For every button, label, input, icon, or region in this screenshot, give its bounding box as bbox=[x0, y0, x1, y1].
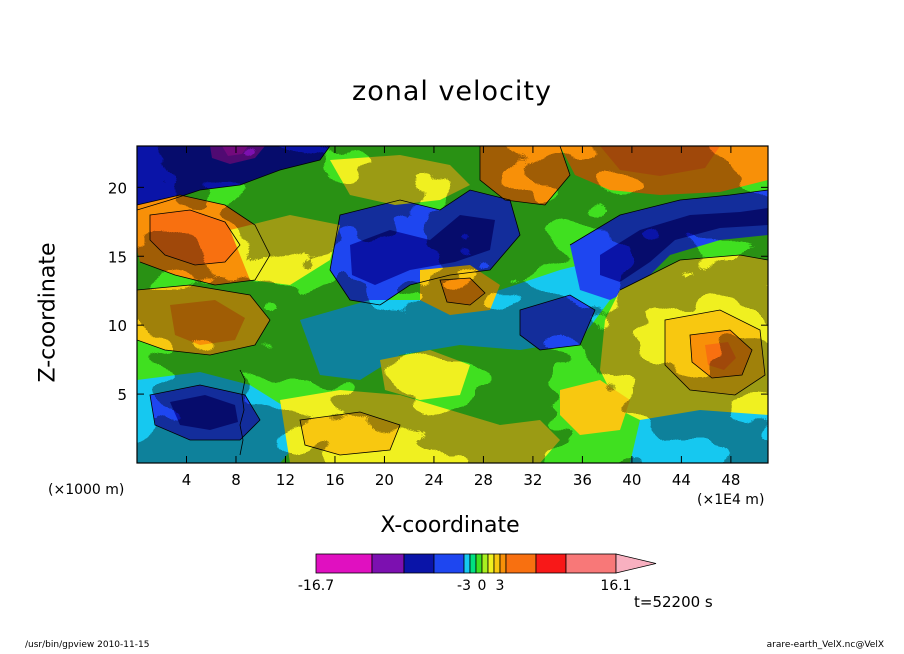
y-tick-label: 10 bbox=[108, 317, 127, 335]
x-tick-label: 36 bbox=[573, 471, 592, 489]
x-tick-label: 20 bbox=[375, 471, 394, 489]
x-unit-left-label: (×1000 m) bbox=[48, 482, 125, 498]
colorbar-bin bbox=[475, 553, 483, 574]
colorbar-tick-label: -16.7 bbox=[298, 578, 334, 594]
colorbar-bin bbox=[493, 553, 501, 574]
chart-title: zonal velocity bbox=[352, 76, 552, 107]
colorbar-bin bbox=[487, 553, 495, 574]
y-tick-label: 15 bbox=[108, 248, 127, 266]
y-axis-label: Z-coordinate bbox=[35, 242, 61, 383]
y-tick-label: 5 bbox=[117, 386, 127, 404]
colorbar-bin bbox=[535, 553, 567, 574]
x-axis: 4 8 12 16 20 24 28 32 36 40 44 48 bbox=[182, 146, 740, 489]
footer-right: arare-earth_VelX.nc@VelX bbox=[766, 640, 884, 650]
x-tick-label: 12 bbox=[276, 471, 295, 489]
footer-left: /usr/bin/gpview 2010-11-15 bbox=[25, 640, 150, 650]
colorbar: -16.7 -3 0 3 16.1 bbox=[298, 553, 657, 594]
contour-lines bbox=[137, 146, 768, 456]
plot-area bbox=[137, 146, 768, 463]
x-tick-label: 8 bbox=[231, 471, 241, 489]
colorbar-bin bbox=[481, 553, 489, 574]
colorbar-tick-label: 16.1 bbox=[600, 578, 631, 594]
colorbar-bin bbox=[505, 553, 537, 574]
x-tick-label: 16 bbox=[325, 471, 344, 489]
colorbar-arrow bbox=[615, 553, 657, 574]
x-tick-label: 40 bbox=[622, 471, 641, 489]
x-tick-label: 24 bbox=[424, 471, 443, 489]
y-tick-label: 20 bbox=[108, 179, 127, 197]
colorbar-bin bbox=[315, 553, 373, 574]
x-tick-label: 32 bbox=[523, 471, 542, 489]
colorbar-tick-label: 3 bbox=[496, 578, 505, 594]
colorbar-tick-label: 0 bbox=[478, 578, 487, 594]
x-unit-right-label: (×1E4 m) bbox=[697, 492, 765, 508]
x-axis-label: X-coordinate bbox=[380, 513, 520, 538]
x-tick-label: 28 bbox=[474, 471, 493, 489]
colorbar-bin bbox=[371, 553, 405, 574]
colorbar-bin bbox=[499, 553, 507, 574]
x-tick-label: 44 bbox=[672, 471, 691, 489]
x-tick-label: 48 bbox=[721, 471, 740, 489]
plot-frame bbox=[136, 145, 769, 464]
colorbar-tick-label: -3 bbox=[457, 578, 471, 594]
y-axis: 5 10 15 20 bbox=[108, 179, 768, 404]
colorbar-bin bbox=[565, 553, 617, 574]
colorbar-bin bbox=[463, 553, 471, 574]
field-texture bbox=[137, 146, 768, 463]
colorbar-bin bbox=[469, 553, 477, 574]
colorbar-bin bbox=[433, 553, 465, 574]
x-tick-label: 4 bbox=[182, 471, 192, 489]
colorbar-bin bbox=[403, 553, 435, 574]
time-label: t=52200 s bbox=[634, 593, 713, 611]
